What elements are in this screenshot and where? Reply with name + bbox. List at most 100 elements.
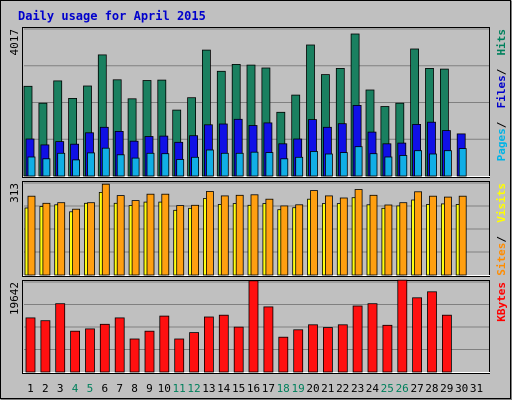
bar	[354, 189, 363, 276]
bar	[42, 158, 51, 177]
bar	[443, 196, 452, 276]
bar	[87, 152, 95, 177]
day-label: 20	[306, 382, 319, 395]
bar	[280, 205, 289, 276]
day-label: 21	[321, 382, 334, 395]
day-label: 16	[247, 382, 260, 395]
chart-title: Daily usage for April 2015	[18, 9, 206, 23]
day-label: 10	[158, 382, 171, 395]
bar	[280, 158, 289, 177]
bar	[429, 153, 437, 177]
series-pages	[27, 146, 467, 177]
bar	[146, 152, 155, 177]
bar	[205, 149, 214, 177]
bar	[414, 191, 423, 276]
day-label: 14	[217, 382, 231, 395]
legend-item: Visits	[495, 183, 508, 223]
bar	[278, 336, 289, 373]
day-label: 15	[232, 382, 245, 395]
bar	[57, 202, 66, 276]
bar	[27, 195, 36, 276]
bar	[235, 152, 244, 177]
bar	[352, 305, 363, 373]
bar	[382, 324, 393, 373]
bar	[310, 190, 318, 276]
bar	[310, 151, 318, 177]
bar	[218, 314, 229, 373]
bar	[367, 303, 378, 373]
bar	[116, 154, 125, 177]
bar	[161, 153, 170, 177]
bar	[40, 320, 51, 373]
day-label: 30	[455, 382, 468, 395]
day-label: 26	[396, 382, 409, 395]
panel-3: 19642 KBytes	[8, 279, 508, 374]
bar	[144, 330, 155, 373]
bar	[174, 338, 185, 373]
bar	[443, 150, 452, 177]
bar	[129, 338, 140, 373]
day-label: 12	[187, 382, 200, 395]
day-label: 11	[172, 382, 185, 395]
bar	[399, 202, 408, 276]
day-label: 9	[146, 382, 153, 395]
bar	[339, 197, 348, 276]
bar	[131, 157, 140, 177]
day-label: 4	[72, 382, 79, 395]
bar	[458, 195, 467, 276]
legend-item: Files	[495, 75, 508, 108]
legend-item: Hits	[495, 29, 508, 56]
bar	[248, 280, 259, 373]
bar	[250, 151, 259, 177]
day-label: 22	[336, 382, 349, 395]
bar	[176, 205, 185, 276]
bar	[308, 324, 318, 373]
bar	[55, 303, 66, 373]
bar	[191, 156, 200, 177]
day-label: 6	[101, 382, 108, 395]
day-label: 18	[277, 382, 290, 395]
bar	[429, 195, 437, 276]
day-label: 19	[291, 382, 304, 395]
bar	[159, 315, 170, 373]
bar	[191, 204, 200, 276]
bar	[72, 159, 80, 177]
day-label: 29	[440, 382, 453, 395]
day-label: 5	[87, 382, 94, 395]
legend-item: Sites	[495, 243, 508, 276]
bar	[293, 329, 304, 373]
bar	[233, 326, 244, 373]
day-label: 1	[27, 382, 34, 395]
day-label: 23	[351, 382, 364, 395]
panel-legend: KBytes	[495, 282, 508, 322]
day-label: 25	[381, 382, 394, 395]
bar	[295, 204, 304, 276]
bar	[339, 152, 348, 177]
bar	[70, 330, 80, 373]
bar	[427, 291, 437, 373]
bar	[369, 194, 378, 276]
bar	[27, 156, 36, 177]
bar	[25, 317, 36, 373]
y-max-label: 19642	[8, 282, 21, 315]
x-axis-day-labels: 1 2 3 4 5 6 7 8 9 10 11 12 13 14 15 16 17 18 19 20 21 22 23 24 2…	[27, 382, 483, 395]
bar	[42, 202, 51, 276]
bar	[324, 195, 333, 276]
bar	[384, 156, 393, 177]
bar	[265, 198, 274, 276]
bar	[220, 152, 229, 177]
bar	[87, 202, 95, 276]
bar	[85, 328, 95, 373]
panel-legend: Visits / Sites	[495, 183, 508, 276]
day-label: 13	[202, 382, 215, 395]
bar	[99, 323, 110, 373]
bar	[72, 208, 80, 276]
bar	[354, 146, 363, 177]
bar	[250, 194, 259, 276]
bar	[235, 194, 244, 276]
bar	[263, 306, 274, 373]
bar	[116, 195, 125, 276]
day-label: 3	[57, 382, 64, 395]
bar	[414, 150, 423, 177]
